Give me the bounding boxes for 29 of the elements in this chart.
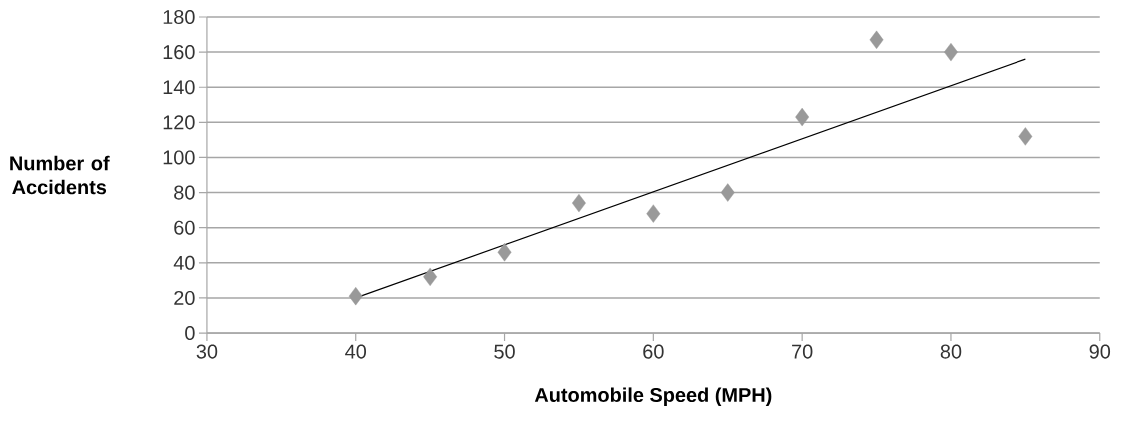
y-tick-label: 0: [185, 326, 195, 341]
x-tick-label: 80: [940, 344, 962, 359]
x-tick-label: 70: [792, 344, 813, 359]
y-tick-label: 20: [174, 290, 195, 305]
x-tick-label: 90: [1089, 344, 1111, 359]
x-tick-label: 40: [345, 344, 367, 359]
point: [348, 287, 363, 306]
y-axis-title: Number of Accidents: [10, 155, 110, 195]
point: [869, 30, 884, 49]
y-tick-label: 60: [174, 220, 195, 235]
y-tick-label: 100: [163, 150, 195, 165]
y-tick-label: 40: [173, 255, 195, 270]
point: [795, 107, 810, 127]
point: [1018, 127, 1033, 146]
y-tick-label: 80: [174, 185, 195, 200]
x-tick-label: 50: [494, 344, 515, 359]
y-tick-label: 120: [163, 115, 195, 130]
y-tick-label: 180: [163, 9, 195, 25]
point: [720, 183, 735, 202]
x-tick-label: 30: [196, 344, 218, 359]
point: [944, 42, 958, 62]
point: [423, 267, 438, 287]
y-tick-label: 160: [163, 45, 195, 60]
x-tick-label: 60: [643, 344, 664, 359]
point: [497, 243, 512, 262]
x-axis-title: Automobile Speed (MPH): [534, 387, 772, 406]
point: [572, 193, 586, 213]
point: [646, 204, 661, 223]
y-tick-label: 140: [163, 80, 195, 95]
